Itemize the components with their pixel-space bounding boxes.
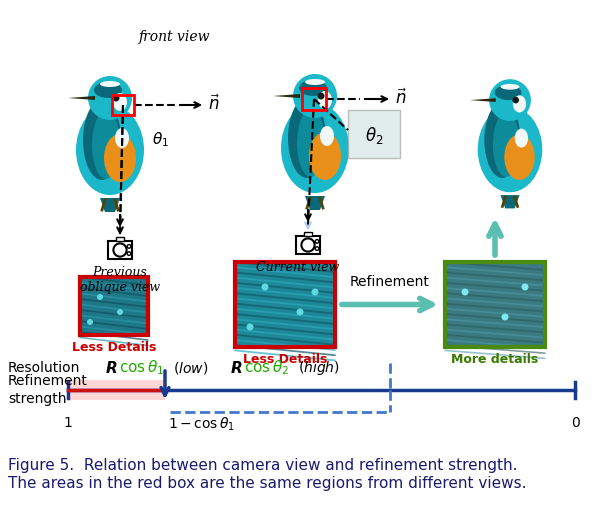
Circle shape [312,288,318,296]
Ellipse shape [297,109,325,177]
Text: Current view: Current view [256,261,339,274]
Text: $\bfit{R}$: $\bfit{R}$ [230,360,242,376]
Text: $(high)$: $(high)$ [298,359,340,377]
Ellipse shape [104,134,136,182]
Text: $\vec{n}$: $\vec{n}$ [208,94,220,114]
Ellipse shape [309,132,341,180]
Circle shape [87,319,93,325]
Circle shape [318,93,324,100]
Circle shape [262,284,268,290]
Circle shape [461,288,469,296]
Ellipse shape [513,96,526,113]
Bar [80,277,148,335]
Circle shape [502,314,508,321]
Ellipse shape [288,98,326,178]
Circle shape [113,95,119,101]
Polygon shape [470,98,496,102]
Text: $\cos\theta_2$: $\cos\theta_2$ [244,359,289,377]
Ellipse shape [318,91,332,109]
Text: front view: front view [139,30,211,44]
Circle shape [302,238,315,251]
Circle shape [113,244,127,256]
Ellipse shape [500,84,520,89]
Ellipse shape [83,100,121,180]
Circle shape [315,247,319,250]
Circle shape [247,323,253,331]
Ellipse shape [515,128,528,148]
Bar [304,232,312,236]
Polygon shape [100,198,120,212]
Polygon shape [500,195,520,208]
Ellipse shape [484,102,520,178]
Text: $(low)$: $(low)$ [173,360,208,376]
Bar [112,95,134,115]
Bar [296,236,320,254]
Ellipse shape [504,134,535,180]
Text: Less Details: Less Details [72,341,156,354]
Bar [348,110,400,158]
Text: Less Details: Less Details [243,353,327,366]
Circle shape [88,76,132,120]
Text: $\theta_1$: $\theta_1$ [152,130,169,149]
Bar [80,277,148,335]
Polygon shape [305,196,325,210]
Circle shape [297,308,303,316]
Text: The areas in the red box are the same regions from different views.: The areas in the red box are the same re… [8,476,526,491]
Circle shape [117,309,123,315]
Circle shape [127,252,131,255]
Circle shape [293,74,337,118]
Circle shape [97,294,103,300]
Bar [108,241,132,259]
Text: 1: 1 [63,416,72,430]
Circle shape [127,245,131,248]
Ellipse shape [320,126,334,146]
Ellipse shape [305,79,325,85]
Text: Resolution: Resolution [8,361,80,375]
Polygon shape [273,94,300,98]
Ellipse shape [113,93,127,111]
Text: $1-\cos\theta_1$: $1-\cos\theta_1$ [168,416,235,433]
Circle shape [522,284,528,290]
Text: More details: More details [452,353,538,366]
Ellipse shape [299,80,327,96]
Text: 0: 0 [570,416,579,430]
Bar [445,262,545,347]
Text: $\theta_2$: $\theta_2$ [365,125,384,146]
Ellipse shape [495,85,522,100]
Bar [116,237,124,241]
Text: Previous
oblique view: Previous oblique view [80,266,160,294]
Ellipse shape [281,103,349,193]
Ellipse shape [94,82,122,98]
Bar [235,262,335,347]
Bar [302,88,326,110]
Ellipse shape [478,107,542,192]
Ellipse shape [100,81,120,87]
Text: Refinement
strength: Refinement strength [8,374,88,406]
Ellipse shape [493,113,520,177]
Text: $\vec{n}$: $\vec{n}$ [395,88,407,108]
Polygon shape [68,96,95,100]
Text: Refinement: Refinement [350,274,430,288]
Text: $\bfit{R}$: $\bfit{R}$ [105,360,118,376]
Circle shape [489,79,531,121]
Text: Figure 5.  Relation between camera view and refinement strength.: Figure 5. Relation between camera view a… [8,458,517,473]
Bar [68,380,165,400]
Ellipse shape [115,128,129,148]
Ellipse shape [76,105,144,195]
Text: $\cos\theta_1$: $\cos\theta_1$ [119,359,164,377]
Bar [235,262,335,347]
Circle shape [513,97,519,103]
Bar [445,262,545,347]
Ellipse shape [92,111,120,179]
Circle shape [315,240,319,243]
